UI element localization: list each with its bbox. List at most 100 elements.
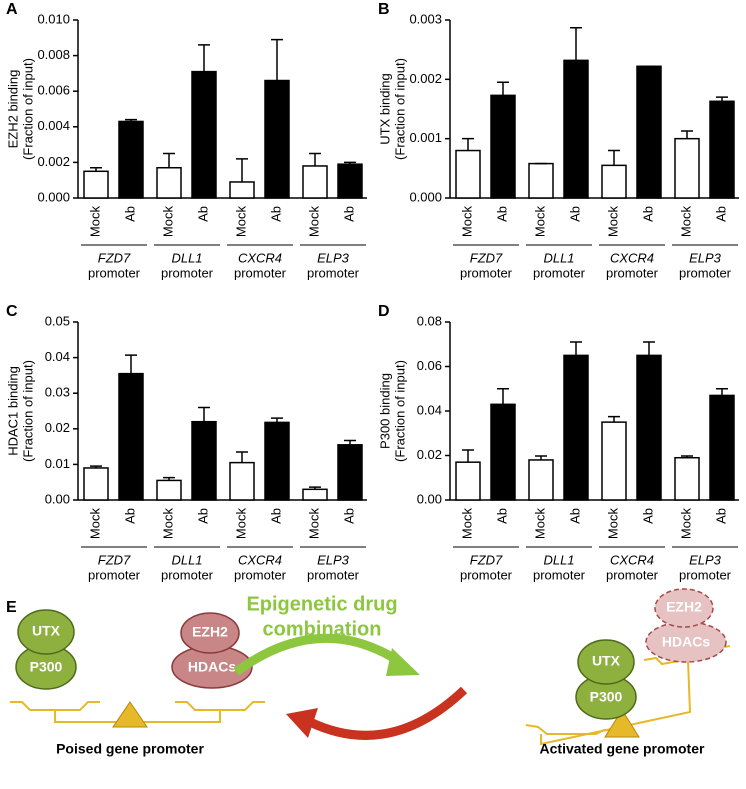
y-tick-label: 0.04	[45, 349, 70, 364]
bar	[337, 444, 363, 501]
pan	[10, 701, 100, 711]
x-tick-label: Ab	[640, 206, 655, 222]
error-bar	[681, 130, 693, 139]
bar	[601, 421, 627, 501]
x-tick-label: Mock	[87, 508, 102, 540]
y-tick-label: 0.004	[37, 118, 70, 133]
bar	[563, 59, 589, 199]
error-bar	[570, 341, 582, 356]
arrow-label: Epigenetic drug	[246, 593, 397, 615]
y-tick-label: 0.006	[37, 83, 70, 98]
x-tick-label: Mock	[233, 508, 248, 540]
x-tick-label: Ab	[494, 508, 509, 524]
group-label: FZD7	[98, 552, 131, 567]
bar	[229, 461, 255, 501]
arrowhead	[386, 648, 420, 676]
x-tick-label: Ab	[713, 508, 728, 524]
group-label: CXCR4	[238, 250, 282, 265]
y-axis-label: (Fraction of input)	[20, 58, 35, 160]
x-tick-label: Ab	[640, 508, 655, 524]
x-tick-label: Mock	[459, 508, 474, 540]
bar	[490, 403, 516, 501]
x-tick-label: Ab	[341, 508, 356, 524]
panel-label: C	[6, 303, 18, 320]
bar	[118, 372, 144, 501]
x-tick-label: Ab	[268, 206, 283, 222]
bar	[264, 79, 290, 199]
x-tick-label: Ab	[195, 508, 210, 524]
x-tick-label: Mock	[160, 206, 175, 238]
bar	[83, 170, 109, 199]
group-label: FZD7	[98, 250, 131, 265]
x-tick-label: Ab	[268, 508, 283, 524]
pan	[175, 701, 265, 711]
chart-panel: C HDAC1 binding (Fraction of input) 0.00 0.0…	[5, 303, 367, 582]
bar	[302, 488, 328, 501]
x-tick-label: Ab	[122, 206, 137, 222]
error-bar	[462, 449, 474, 463]
arrow-label: combination	[263, 618, 382, 640]
group-label: ELP3	[317, 552, 350, 567]
group-suffix: promoter	[679, 265, 732, 280]
group-label: DLL1	[543, 552, 574, 567]
group-label: DLL1	[171, 552, 202, 567]
y-tick-label: 0.008	[37, 47, 70, 62]
x-tick-label: Ab	[713, 206, 728, 222]
y-axis-label: EZH2 binding	[5, 70, 20, 149]
group-suffix: promoter	[307, 567, 360, 582]
arrowhead	[286, 708, 318, 738]
bar	[229, 181, 255, 199]
protein-label: EZH2	[192, 624, 228, 640]
protein	[577, 639, 635, 685]
error-bar	[535, 455, 547, 460]
x-tick-label: Mock	[87, 206, 102, 238]
bar	[528, 459, 554, 501]
y-tick-label: 0.01	[45, 456, 70, 471]
panel-label: E	[6, 599, 17, 616]
bar	[118, 120, 144, 199]
group-label: CXCR4	[610, 250, 654, 265]
bar	[709, 394, 735, 501]
group-label: DLL1	[543, 250, 574, 265]
bar	[191, 420, 217, 501]
y-tick-label: 0.001	[409, 130, 442, 145]
protein-label: HDACs	[188, 659, 236, 675]
error-bar	[643, 341, 655, 356]
group-suffix: promoter	[161, 265, 214, 280]
group-label: FZD7	[470, 250, 503, 265]
x-tick-label: Mock	[459, 206, 474, 238]
y-tick-label: 0.002	[409, 71, 442, 86]
fulcrum	[604, 709, 640, 738]
error-bar	[163, 152, 175, 168]
x-tick-label: Ab	[122, 508, 137, 524]
error-bar	[462, 137, 474, 151]
error-bar	[716, 388, 728, 396]
error-bar	[681, 455, 693, 458]
x-tick-label: Mock	[160, 508, 175, 540]
x-tick-label: Mock	[306, 508, 321, 540]
chart-panel: A EZH2 binding (Fraction of input) 0.000 0.0…	[5, 1, 367, 280]
bar	[455, 149, 481, 199]
x-tick-label: Ab	[195, 206, 210, 222]
panel-label: B	[378, 1, 390, 18]
caption: Activated gene promoter	[540, 741, 705, 757]
group-suffix: promoter	[234, 567, 287, 582]
error-bar	[497, 388, 509, 405]
error-bar	[125, 354, 137, 374]
x-tick-label: Ab	[341, 206, 356, 222]
panel-label: A	[6, 1, 18, 18]
group-label: ELP3	[689, 552, 722, 567]
group-suffix: promoter	[460, 567, 513, 582]
y-tick-label: 0.04	[417, 402, 442, 417]
protein	[180, 612, 240, 654]
error-bar	[309, 152, 321, 166]
group-suffix: promoter	[606, 265, 659, 280]
error-bar	[344, 439, 356, 445]
chart-panel: B UTX binding (Fraction of input) 0.000 0.00…	[377, 1, 739, 280]
error-bar	[497, 81, 509, 96]
bar	[601, 164, 627, 199]
group-suffix: promoter	[88, 265, 141, 280]
x-tick-label: Mock	[532, 508, 547, 540]
group-label: CXCR4	[238, 552, 282, 567]
